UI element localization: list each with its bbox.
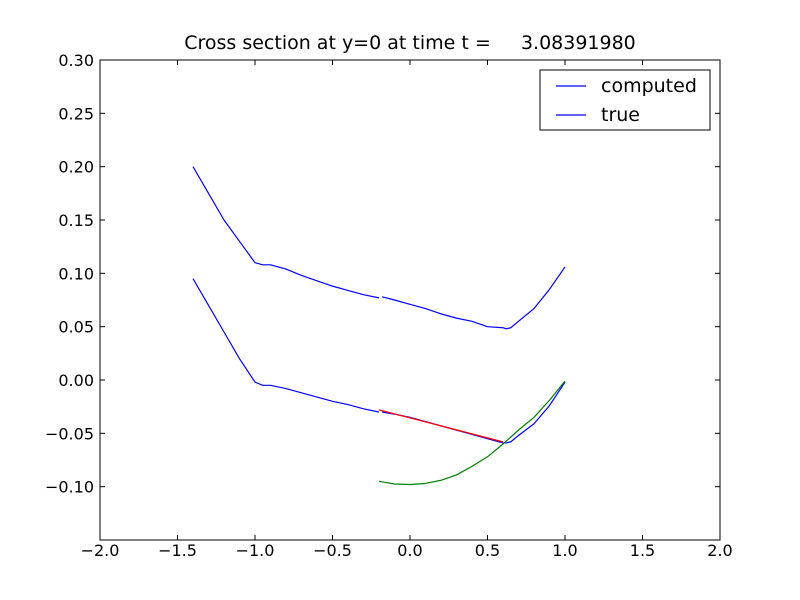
x-tick-label: 1.5 <box>630 541 655 560</box>
legend: computed true <box>539 69 711 131</box>
x-tick-label: −2.0 <box>81 541 120 560</box>
x-tick-label: −1.5 <box>158 541 197 560</box>
x-tick-label: 0.0 <box>397 541 422 560</box>
y-tick-label: −0.05 <box>45 424 94 443</box>
series-2-line-0 <box>378 409 504 443</box>
series-1-line-0 <box>192 278 380 413</box>
ticks-layer: −2.0 −1.5 −1.0 −0.5 0.0 0.5 1.0 1.5 2.0 −0.10 −0.0… <box>45 51 733 560</box>
legend-label-true: true <box>601 104 640 126</box>
x-tick-label: −1.0 <box>236 541 275 560</box>
series-0-line-0 <box>192 166 380 299</box>
series-3-line-0 <box>378 380 566 486</box>
legend-label-computed: computed <box>601 75 697 97</box>
chart-title: Cross section at y=0 at time t = 3.08391… <box>184 32 636 54</box>
y-tick-label: 0.20 <box>58 158 94 177</box>
series-layer <box>192 166 566 486</box>
y-tick-label: 0.10 <box>58 264 94 283</box>
y-tick-label: 0.25 <box>58 104 94 123</box>
y-tick-label: 0.15 <box>58 211 94 230</box>
y-tick-label: 0.05 <box>58 318 94 337</box>
legend-box <box>539 69 711 131</box>
x-tick-label: −0.5 <box>313 541 352 560</box>
y-tick-label: −0.10 <box>45 478 94 497</box>
plot-frame <box>99 59 721 541</box>
x-tick-label: 0.5 <box>475 541 500 560</box>
y-tick-label: 0.30 <box>58 51 94 70</box>
series-0-line-1 <box>381 266 566 330</box>
x-tick-label: 2.0 <box>707 541 732 560</box>
y-tick-label: 0.00 <box>58 371 94 390</box>
x-tick-label: 1.0 <box>552 541 577 560</box>
